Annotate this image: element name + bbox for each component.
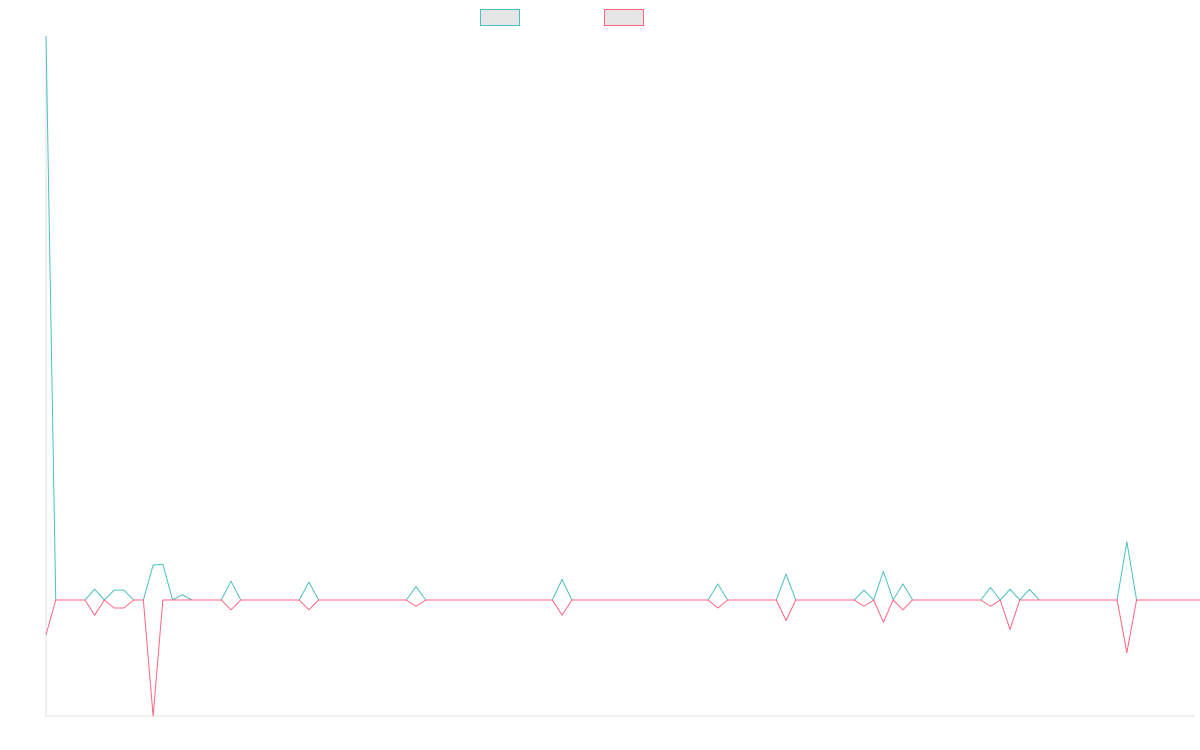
legend-item-series-1[interactable] [480, 9, 526, 26]
series-line-1 [45, 35, 1200, 601]
legend-swatch-series-2 [604, 9, 644, 26]
chart-legend [0, 9, 1200, 27]
chart-series [45, 35, 1200, 717]
legend-item-series-2[interactable] [604, 9, 650, 26]
legend-swatch-series-1 [480, 9, 520, 26]
chart-axes [45, 36, 1195, 717]
series-line-2 [45, 599, 1200, 717]
